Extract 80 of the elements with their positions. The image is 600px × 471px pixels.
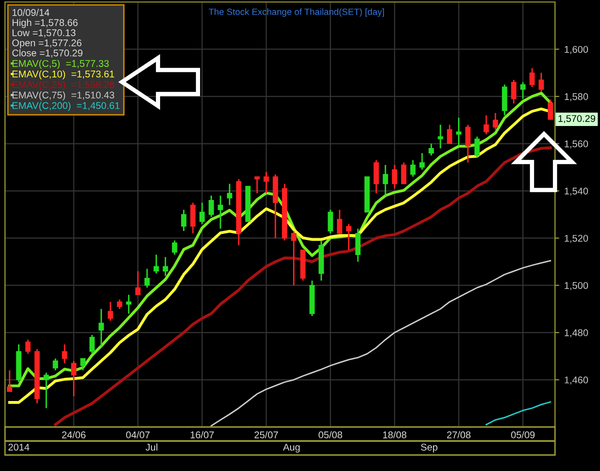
y-tick-label: 1,520 — [564, 234, 588, 243]
candlestick — [126, 294, 132, 314]
legend-title: 10/09/14 High =1,578.66 Low =1,570.13 Open =1,577.26 Close =1,570.29 — [12, 8, 82, 58]
candlestick — [346, 223, 352, 251]
candlestick — [374, 160, 379, 194]
y-tick-label: 1,540 — [564, 188, 588, 196]
text: 1,570.29 — [558, 115, 596, 124]
candlestick — [218, 194, 224, 230]
x-tick-label: 24/06 — [62, 431, 86, 438]
candlestick — [355, 228, 361, 262]
candlestick — [116, 298, 122, 310]
candlestick — [181, 209, 186, 232]
candlestick — [144, 268, 150, 288]
x-tick-label: 25/07 — [254, 431, 278, 438]
candlestick — [71, 360, 76, 397]
candlestick — [438, 124, 444, 150]
candlestick — [392, 164, 398, 190]
candlestick — [254, 176, 260, 194]
x-tick-label: 27/08 — [447, 431, 470, 438]
candlestick — [538, 72, 544, 92]
x-tick-label: 18/08 — [383, 431, 406, 438]
text: 2014 — [8, 444, 30, 451]
candlestick — [162, 256, 168, 277]
line-series — [486, 401, 552, 426]
candlestick — [80, 358, 86, 372]
candlestick — [410, 160, 416, 178]
candlestick — [465, 124, 471, 164]
y-tick-label: 1,600 — [564, 46, 588, 54]
candlestick — [52, 358, 58, 372]
text: Aug — [283, 444, 300, 453]
legend-label: EMAV(C,5) =1,577.33 — [12, 60, 109, 69]
candlestick — [172, 240, 178, 256]
x-tick-label: 05/08 — [318, 431, 342, 438]
candlestick — [291, 230, 296, 286]
candlestick — [456, 117, 462, 147]
candlestick — [548, 98, 554, 120]
candlestick — [328, 209, 334, 234]
candlestick — [428, 142, 434, 156]
candlestick — [89, 334, 95, 354]
candlestick — [98, 308, 104, 348]
text: The Stock Exchange of Thailand(SET) [day] — [208, 8, 384, 17]
candlestick — [529, 67, 535, 88]
candlestick — [62, 344, 68, 364]
candlestick — [336, 209, 342, 234]
candlestick — [484, 114, 489, 135]
y-tick-label: 1,580 — [564, 93, 588, 102]
x-tick-label: 16/07 — [190, 431, 214, 438]
candlestick — [208, 194, 214, 218]
line-series — [210, 260, 552, 427]
legend-label: EMAV(C,75) =1,510.43 — [12, 91, 114, 100]
x-tick-label: 04/07 — [126, 431, 150, 438]
legend-label: EMAV(C,25) =1,558.28 — [12, 80, 114, 90]
candlestick — [25, 338, 31, 354]
candlestick — [474, 136, 480, 159]
candlestick — [511, 79, 516, 104]
candlestick — [6, 370, 12, 392]
y-tick-label: 1,480 — [564, 329, 588, 338]
legend-label: EMAV(C,200) =1,450.61 — [12, 102, 120, 111]
candlestick — [419, 152, 425, 170]
candlestick — [382, 164, 388, 196]
candlestick — [401, 162, 406, 184]
candlestick — [446, 124, 452, 144]
candlestick — [226, 183, 232, 206]
candlestick — [154, 254, 159, 274]
candlestick — [264, 171, 269, 194]
candlestick — [44, 372, 49, 409]
candlestick — [108, 301, 114, 322]
y-tick-label: 1,460 — [564, 376, 588, 385]
candlestick — [492, 112, 498, 130]
candlestick — [190, 202, 196, 234]
y-tick-label: 1,560 — [564, 140, 588, 148]
text: Sep — [420, 444, 438, 453]
text: Jul — [146, 443, 158, 451]
x-tick-label: 05/09 — [511, 431, 535, 438]
candlestick — [502, 84, 508, 116]
candlestick — [199, 202, 205, 225]
candlestick — [135, 270, 141, 296]
legend-label: EMAV(C,10) =1,573.61 — [12, 70, 114, 80]
line-series — [54, 146, 552, 426]
y-tick-label: 1,500 — [564, 282, 588, 290]
